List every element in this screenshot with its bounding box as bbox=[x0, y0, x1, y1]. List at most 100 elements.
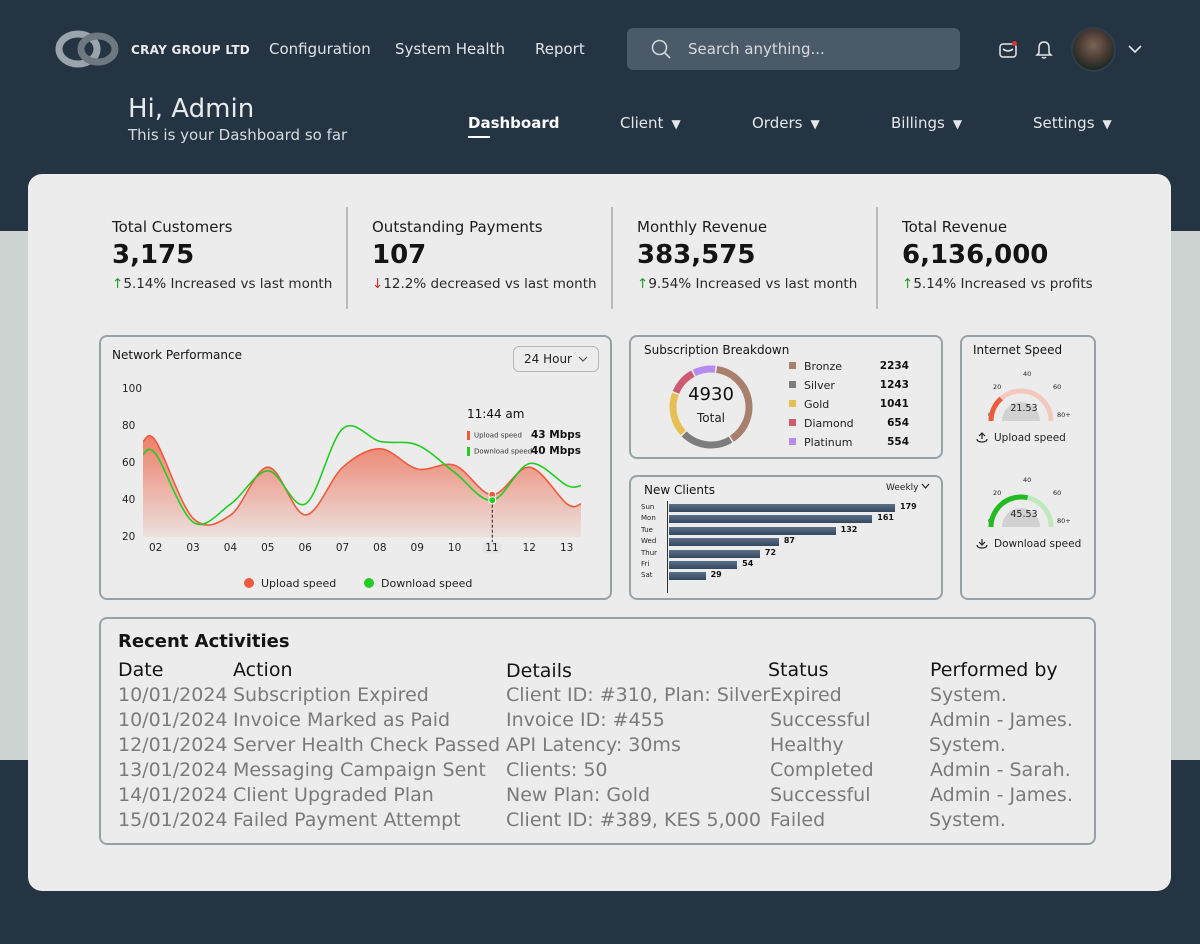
tab-label: Orders bbox=[752, 114, 803, 132]
upload-gauge-value: 21.53 bbox=[1010, 403, 1038, 414]
activities-title: Recent Activities bbox=[118, 631, 290, 652]
chevron-down-icon bbox=[921, 483, 930, 489]
y-tick: 80 bbox=[122, 420, 136, 432]
client-bar[interactable] bbox=[669, 526, 836, 535]
download-icon bbox=[976, 539, 988, 549]
client-bar[interactable] bbox=[669, 504, 895, 512]
legend-name: Platinum bbox=[804, 436, 853, 449]
client-bar[interactable] bbox=[669, 515, 873, 524]
x-tick: 07 bbox=[335, 542, 350, 554]
x-tick: 06 bbox=[298, 542, 312, 554]
legend-download: Download speed bbox=[364, 577, 472, 590]
search-icon bbox=[651, 39, 671, 59]
gauge-hub bbox=[1002, 508, 1040, 527]
legend-value: 1243 bbox=[879, 379, 909, 391]
cell-performed-by: Admin - James. bbox=[930, 709, 1073, 731]
bar-value-label: 132 bbox=[840, 524, 858, 534]
legend-value: 1041 bbox=[879, 398, 909, 410]
nav-report[interactable]: Report bbox=[535, 40, 585, 58]
cell-status: Healthy bbox=[770, 734, 844, 756]
gauge-hub bbox=[1002, 402, 1040, 421]
cell-details: API Latency: 30ms bbox=[506, 734, 681, 756]
cell-action: Failed Payment Attempt bbox=[233, 809, 461, 831]
network-performance-panel: Network Performance 24 Hour 100 80 60 40… bbox=[99, 335, 612, 600]
cell-performed-by: System. bbox=[929, 809, 1006, 831]
col-header-action: Action bbox=[233, 659, 293, 681]
nav-system-health[interactable]: System Health bbox=[395, 40, 505, 58]
tooltip-upload-value: 43 Mbps bbox=[531, 429, 581, 441]
x-tick: 12 bbox=[522, 542, 536, 554]
tab-billings[interactable]: Billings ▼ bbox=[891, 114, 962, 132]
avatar[interactable] bbox=[1071, 27, 1116, 72]
network-chart[interactable] bbox=[101, 337, 610, 567]
tab-dashboard[interactable]: Dashboard bbox=[468, 114, 559, 138]
search-input[interactable]: Search anything... bbox=[627, 28, 960, 70]
client-bar[interactable] bbox=[669, 549, 760, 558]
donut-slice[interactable] bbox=[692, 365, 716, 377]
divider bbox=[611, 207, 613, 309]
gauge-tick: 80+ bbox=[1057, 517, 1071, 525]
gauge-tick: 20 bbox=[993, 383, 1002, 391]
dashboard-card: Total Customers 3,175 ↑5.14% Increased v… bbox=[28, 174, 1171, 891]
donut-slice[interactable] bbox=[716, 365, 753, 442]
internet-speed-title: Internet Speed bbox=[973, 343, 1063, 357]
col-header-details: Details bbox=[506, 660, 572, 682]
client-bar[interactable] bbox=[669, 538, 779, 547]
subscription-donut[interactable] bbox=[667, 363, 755, 451]
swatch bbox=[789, 400, 796, 407]
bar-value-label: 54 bbox=[742, 559, 754, 568]
cell-performed-by: System. bbox=[930, 684, 1007, 706]
new-clients-panel: New Clients Weekly Sun 179 Mon 161 Tue 132 Wed… bbox=[629, 475, 943, 600]
nav-configuration[interactable]: Configuration bbox=[269, 40, 371, 58]
tooltip-download-label: Download speed bbox=[467, 447, 532, 456]
kpi-note: ↑5.14% Increased vs last month bbox=[112, 276, 332, 292]
tab-client[interactable]: Client ▼ bbox=[620, 114, 681, 132]
legend-download-dot bbox=[364, 578, 374, 588]
legend-bronze: Bronze 2234 bbox=[789, 360, 909, 373]
period-select[interactable]: Weekly bbox=[886, 483, 930, 493]
divider bbox=[876, 207, 878, 309]
legend-name: Diamond bbox=[804, 417, 854, 430]
kpi-title: Total Customers bbox=[112, 218, 233, 236]
caret-down-icon: ▼ bbox=[810, 117, 820, 131]
donut-slice[interactable] bbox=[681, 431, 733, 449]
legend-name: Bronze bbox=[804, 360, 843, 373]
y-tick: 100 bbox=[122, 383, 143, 395]
range-value: 24 Hour bbox=[524, 352, 572, 366]
legend-upload-label: Upload speed bbox=[261, 577, 337, 590]
kpi-value: 383,575 bbox=[637, 240, 756, 270]
client-bar[interactable] bbox=[669, 561, 738, 569]
search-placeholder: Search anything... bbox=[688, 40, 825, 58]
chevron-down-icon[interactable] bbox=[1126, 40, 1144, 58]
new-clients-title: New Clients bbox=[644, 483, 715, 497]
x-tick: 11 bbox=[482, 542, 502, 554]
donut-slice[interactable] bbox=[669, 392, 686, 436]
bell-icon[interactable] bbox=[1034, 40, 1054, 60]
company-logo-icon[interactable] bbox=[54, 28, 120, 70]
cell-performed-by: System. bbox=[929, 734, 1006, 756]
client-bar[interactable] bbox=[669, 572, 706, 581]
legend-platinum: Platinum 554 bbox=[789, 436, 909, 449]
upload-line bbox=[142, 435, 582, 526]
x-tick: 10 bbox=[447, 542, 462, 554]
legend-upload-dot bbox=[244, 578, 254, 588]
tab-orders[interactable]: Orders ▼ bbox=[752, 114, 820, 132]
swatch bbox=[789, 419, 796, 426]
tab-settings[interactable]: Settings ▼ bbox=[1033, 114, 1112, 132]
bar-value-label: 161 bbox=[877, 513, 894, 523]
bar-category-label: Wed bbox=[641, 537, 657, 546]
range-select[interactable]: 24 Hour bbox=[513, 346, 599, 372]
donut-slice[interactable] bbox=[672, 370, 695, 394]
message-icon[interactable] bbox=[998, 40, 1018, 60]
col-header-status: Status bbox=[768, 659, 829, 681]
legend-value: 654 bbox=[887, 417, 909, 429]
new-clients-chart[interactable]: Sun 179 Mon 161 Tue 132 Wed 87 Thur 72 Fri 54 Sat 29 bbox=[631, 477, 941, 598]
caret-down-icon: ▼ bbox=[671, 117, 681, 131]
bar-value-label: 72 bbox=[764, 547, 777, 557]
upload-swatch bbox=[467, 431, 470, 440]
legend-download-label: Download speed bbox=[381, 577, 473, 590]
legend-name: Silver bbox=[804, 379, 835, 392]
download-speed-text: Download speed bbox=[994, 538, 1082, 550]
cell-performed-by: Admin - Sarah. bbox=[930, 759, 1071, 781]
cell-date: 15/01/2024 bbox=[118, 809, 228, 831]
